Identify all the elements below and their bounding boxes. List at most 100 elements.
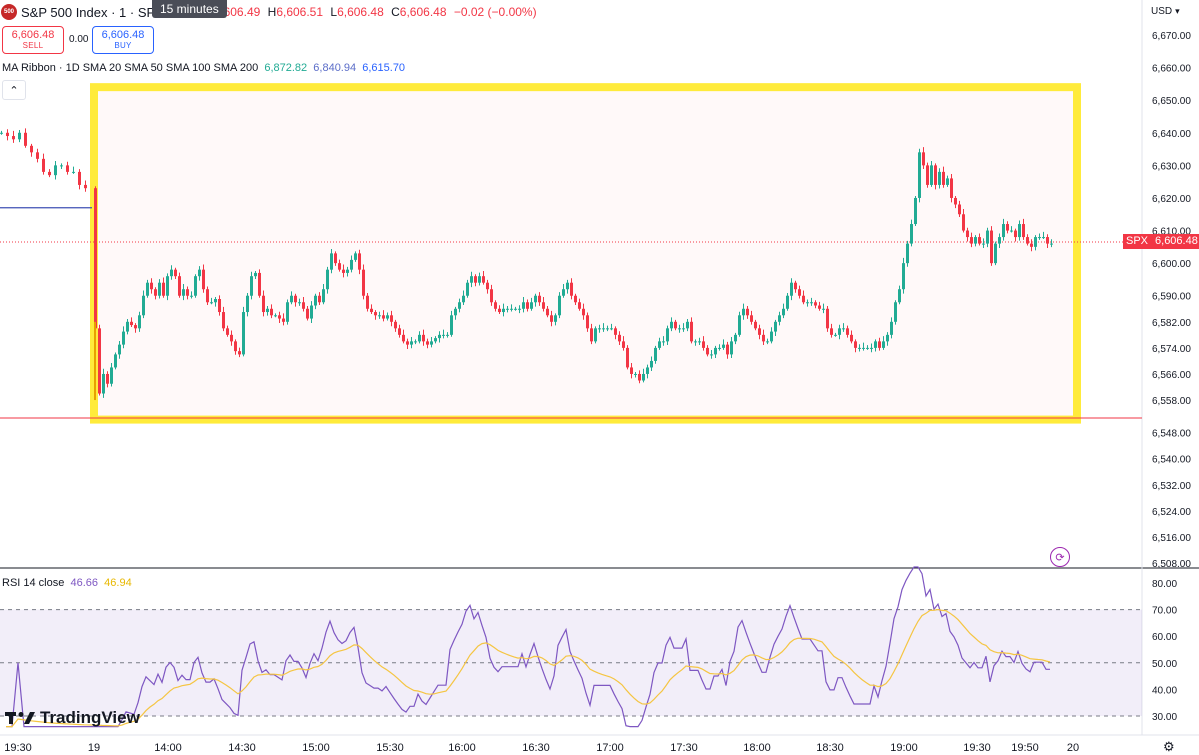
candle: [1050, 239, 1053, 248]
candle: [374, 310, 377, 320]
candle: [758, 324, 761, 340]
candle-body: [678, 328, 681, 330]
candle: [346, 266, 349, 277]
candle-body: [286, 302, 289, 322]
candle-body: [370, 308, 373, 313]
interval-tooltip: 15 minutes: [152, 0, 227, 18]
candle: [210, 297, 213, 305]
candle-body: [410, 341, 413, 345]
candle: [174, 267, 177, 279]
time-tick-label: 16:30: [522, 742, 550, 754]
candle: [1018, 220, 1021, 241]
candle-body: [554, 315, 557, 322]
candle-body: [322, 289, 325, 303]
candle-body: [194, 276, 197, 296]
ma-ribbon-legend[interactable]: MA Ribbon · 1D SMA 20 SMA 50 SMA 100 SMA…: [2, 62, 405, 74]
sell-price: 6,606.48: [11, 29, 55, 41]
candle: [474, 274, 477, 287]
symbol-title[interactable]: S&P 500 Index · 1 · SPCFD: [21, 4, 182, 20]
candle-body: [830, 328, 833, 335]
candle: [94, 186, 97, 332]
candle: [586, 312, 589, 332]
candle: [214, 297, 217, 307]
rsi-legend[interactable]: RSI 14 close 46.66 46.94: [2, 577, 132, 589]
candle-body: [930, 165, 933, 185]
candle-body: [314, 295, 317, 306]
high-value: 6,606.51: [276, 5, 324, 19]
tradingview-logo[interactable]: TradingView: [5, 708, 140, 728]
candle: [582, 303, 585, 320]
candle: [266, 306, 269, 316]
candle: [814, 300, 817, 309]
candle: [422, 329, 425, 346]
candle: [918, 148, 921, 203]
candle: [466, 279, 469, 298]
time-tick-label: 19:30: [4, 742, 32, 754]
candle: [542, 297, 545, 312]
candle: [84, 180, 87, 192]
candle-body: [574, 295, 577, 303]
candle-body: [334, 253, 337, 264]
candle-body: [526, 302, 529, 309]
candle-body: [12, 136, 15, 140]
candle-body: [1050, 243, 1053, 245]
price-tick-label: 6,640.00: [1152, 129, 1191, 140]
candle-body: [250, 276, 253, 296]
candle: [402, 329, 405, 344]
candle: [154, 287, 157, 300]
candle: [178, 272, 181, 298]
candle: [438, 331, 441, 343]
candle: [334, 251, 337, 266]
ohlc-values: O6,606.49 H6,606.51 L6,606.48 C6,606.48 …: [187, 5, 541, 19]
candle: [450, 310, 453, 337]
candle: [874, 339, 877, 352]
candle-body: [254, 272, 257, 277]
candle: [454, 306, 457, 320]
candle: [854, 339, 857, 353]
candle-body: [0, 132, 3, 134]
candle-body: [950, 178, 953, 198]
candle: [230, 330, 233, 346]
candle: [722, 339, 725, 350]
candle-body: [354, 253, 357, 260]
candle-body: [826, 308, 829, 329]
time-tick-label: 14:30: [228, 742, 256, 754]
candle: [798, 285, 801, 299]
candle: [830, 323, 833, 338]
candle-body: [838, 328, 841, 335]
candle: [606, 325, 609, 332]
candle-body: [350, 259, 353, 270]
candle-body: [774, 321, 777, 332]
alert-icon[interactable]: ⟳: [1050, 547, 1070, 567]
candle: [594, 326, 597, 344]
candle: [938, 168, 941, 189]
candle-body: [366, 295, 369, 309]
candle: [762, 329, 765, 345]
sell-button[interactable]: 6,606.48 SELL: [2, 26, 64, 54]
candle-body: [78, 171, 81, 185]
candle: [782, 303, 785, 319]
candle-body: [998, 237, 1001, 244]
candle-body: [958, 204, 961, 215]
candle: [962, 209, 965, 233]
collapse-legend-button[interactable]: ⌃: [2, 80, 26, 100]
candle: [970, 232, 973, 248]
settings-icon[interactable]: ⚙: [1163, 739, 1175, 754]
candle: [30, 143, 33, 157]
rsi-ma-value: 46.94: [104, 577, 132, 589]
candle-body: [150, 282, 153, 290]
candle: [842, 323, 845, 332]
candle: [282, 313, 285, 326]
candle-body: [262, 295, 265, 313]
candle: [818, 301, 821, 311]
currency-selector[interactable]: USD ▾: [1151, 6, 1180, 17]
candle: [398, 324, 401, 338]
candle-body: [138, 315, 141, 329]
candle: [662, 336, 665, 346]
candle: [6, 129, 9, 141]
candle: [406, 338, 409, 350]
candle: [570, 278, 573, 300]
candle-body: [142, 295, 145, 316]
buy-button[interactable]: 6,606.48 BUY: [92, 26, 154, 54]
